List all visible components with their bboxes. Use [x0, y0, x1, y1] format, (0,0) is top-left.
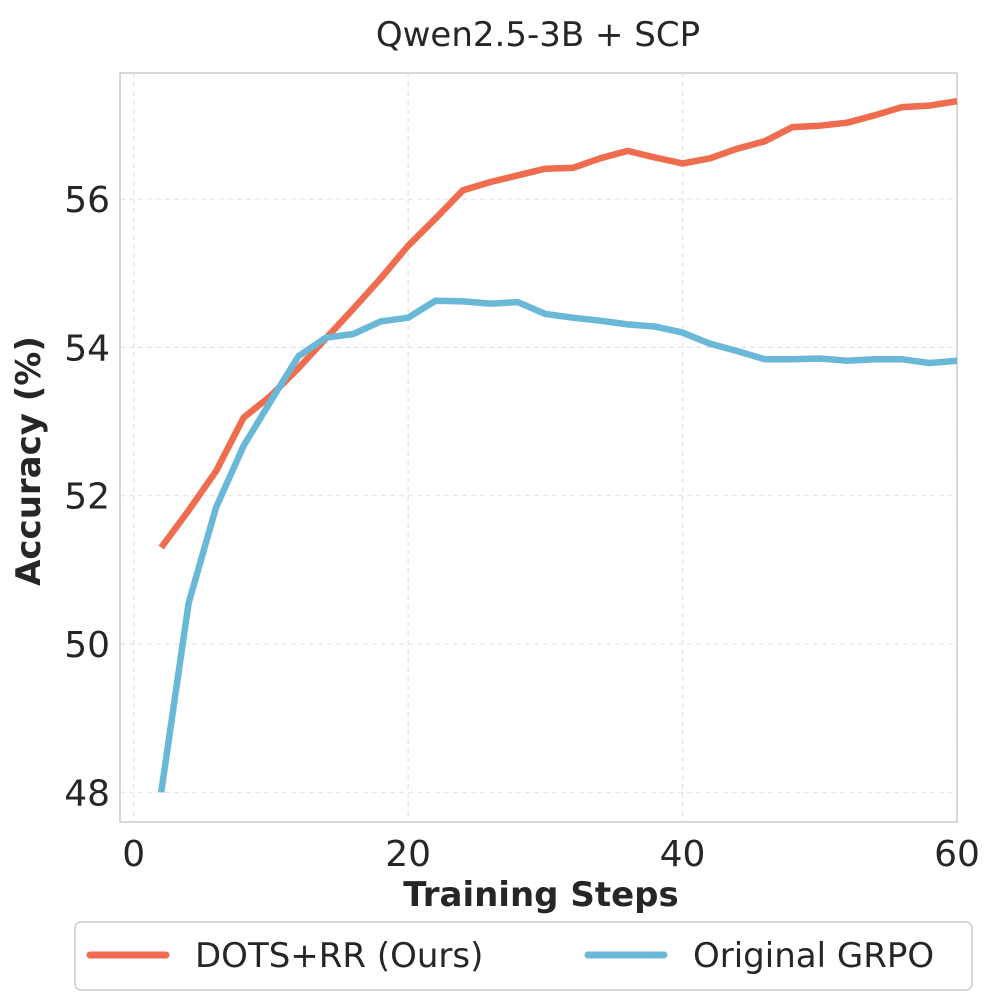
- chart-title: Qwen2.5-3B + SCP: [376, 15, 700, 55]
- x-tick-label-0: 0: [122, 834, 145, 875]
- y-tick-label-54: 54: [64, 328, 110, 369]
- series-line-dots-rr-ours: [158, 97, 958, 550]
- series-layer: [157, 97, 958, 793]
- tick-layer: 0 20 40 60 48 50 52 54 56: [64, 180, 980, 875]
- series-line-original-grpo: [157, 297, 958, 793]
- legend: DOTS+RR (Ours) Original GRPO: [74, 921, 973, 991]
- y-tick-label-50: 50: [64, 625, 110, 666]
- y-axis-label: Accuracy (%): [9, 336, 49, 586]
- plot-frame: [119, 72, 958, 823]
- legend-label-dots-rr: DOTS+RR (Ours): [195, 936, 483, 976]
- legend-label-original-grpo: Original GRPO: [693, 936, 934, 976]
- y-tick-label-48: 48: [64, 773, 110, 814]
- x-tick-label-20: 20: [385, 834, 431, 875]
- y-tick-label-56: 56: [64, 180, 110, 221]
- x-tick-label-40: 40: [660, 834, 706, 875]
- legend-frame: [74, 921, 973, 991]
- y-tick-label-52: 52: [64, 477, 110, 518]
- x-axis-label: Training Steps: [403, 875, 678, 915]
- x-tick-label-60: 60: [934, 834, 980, 875]
